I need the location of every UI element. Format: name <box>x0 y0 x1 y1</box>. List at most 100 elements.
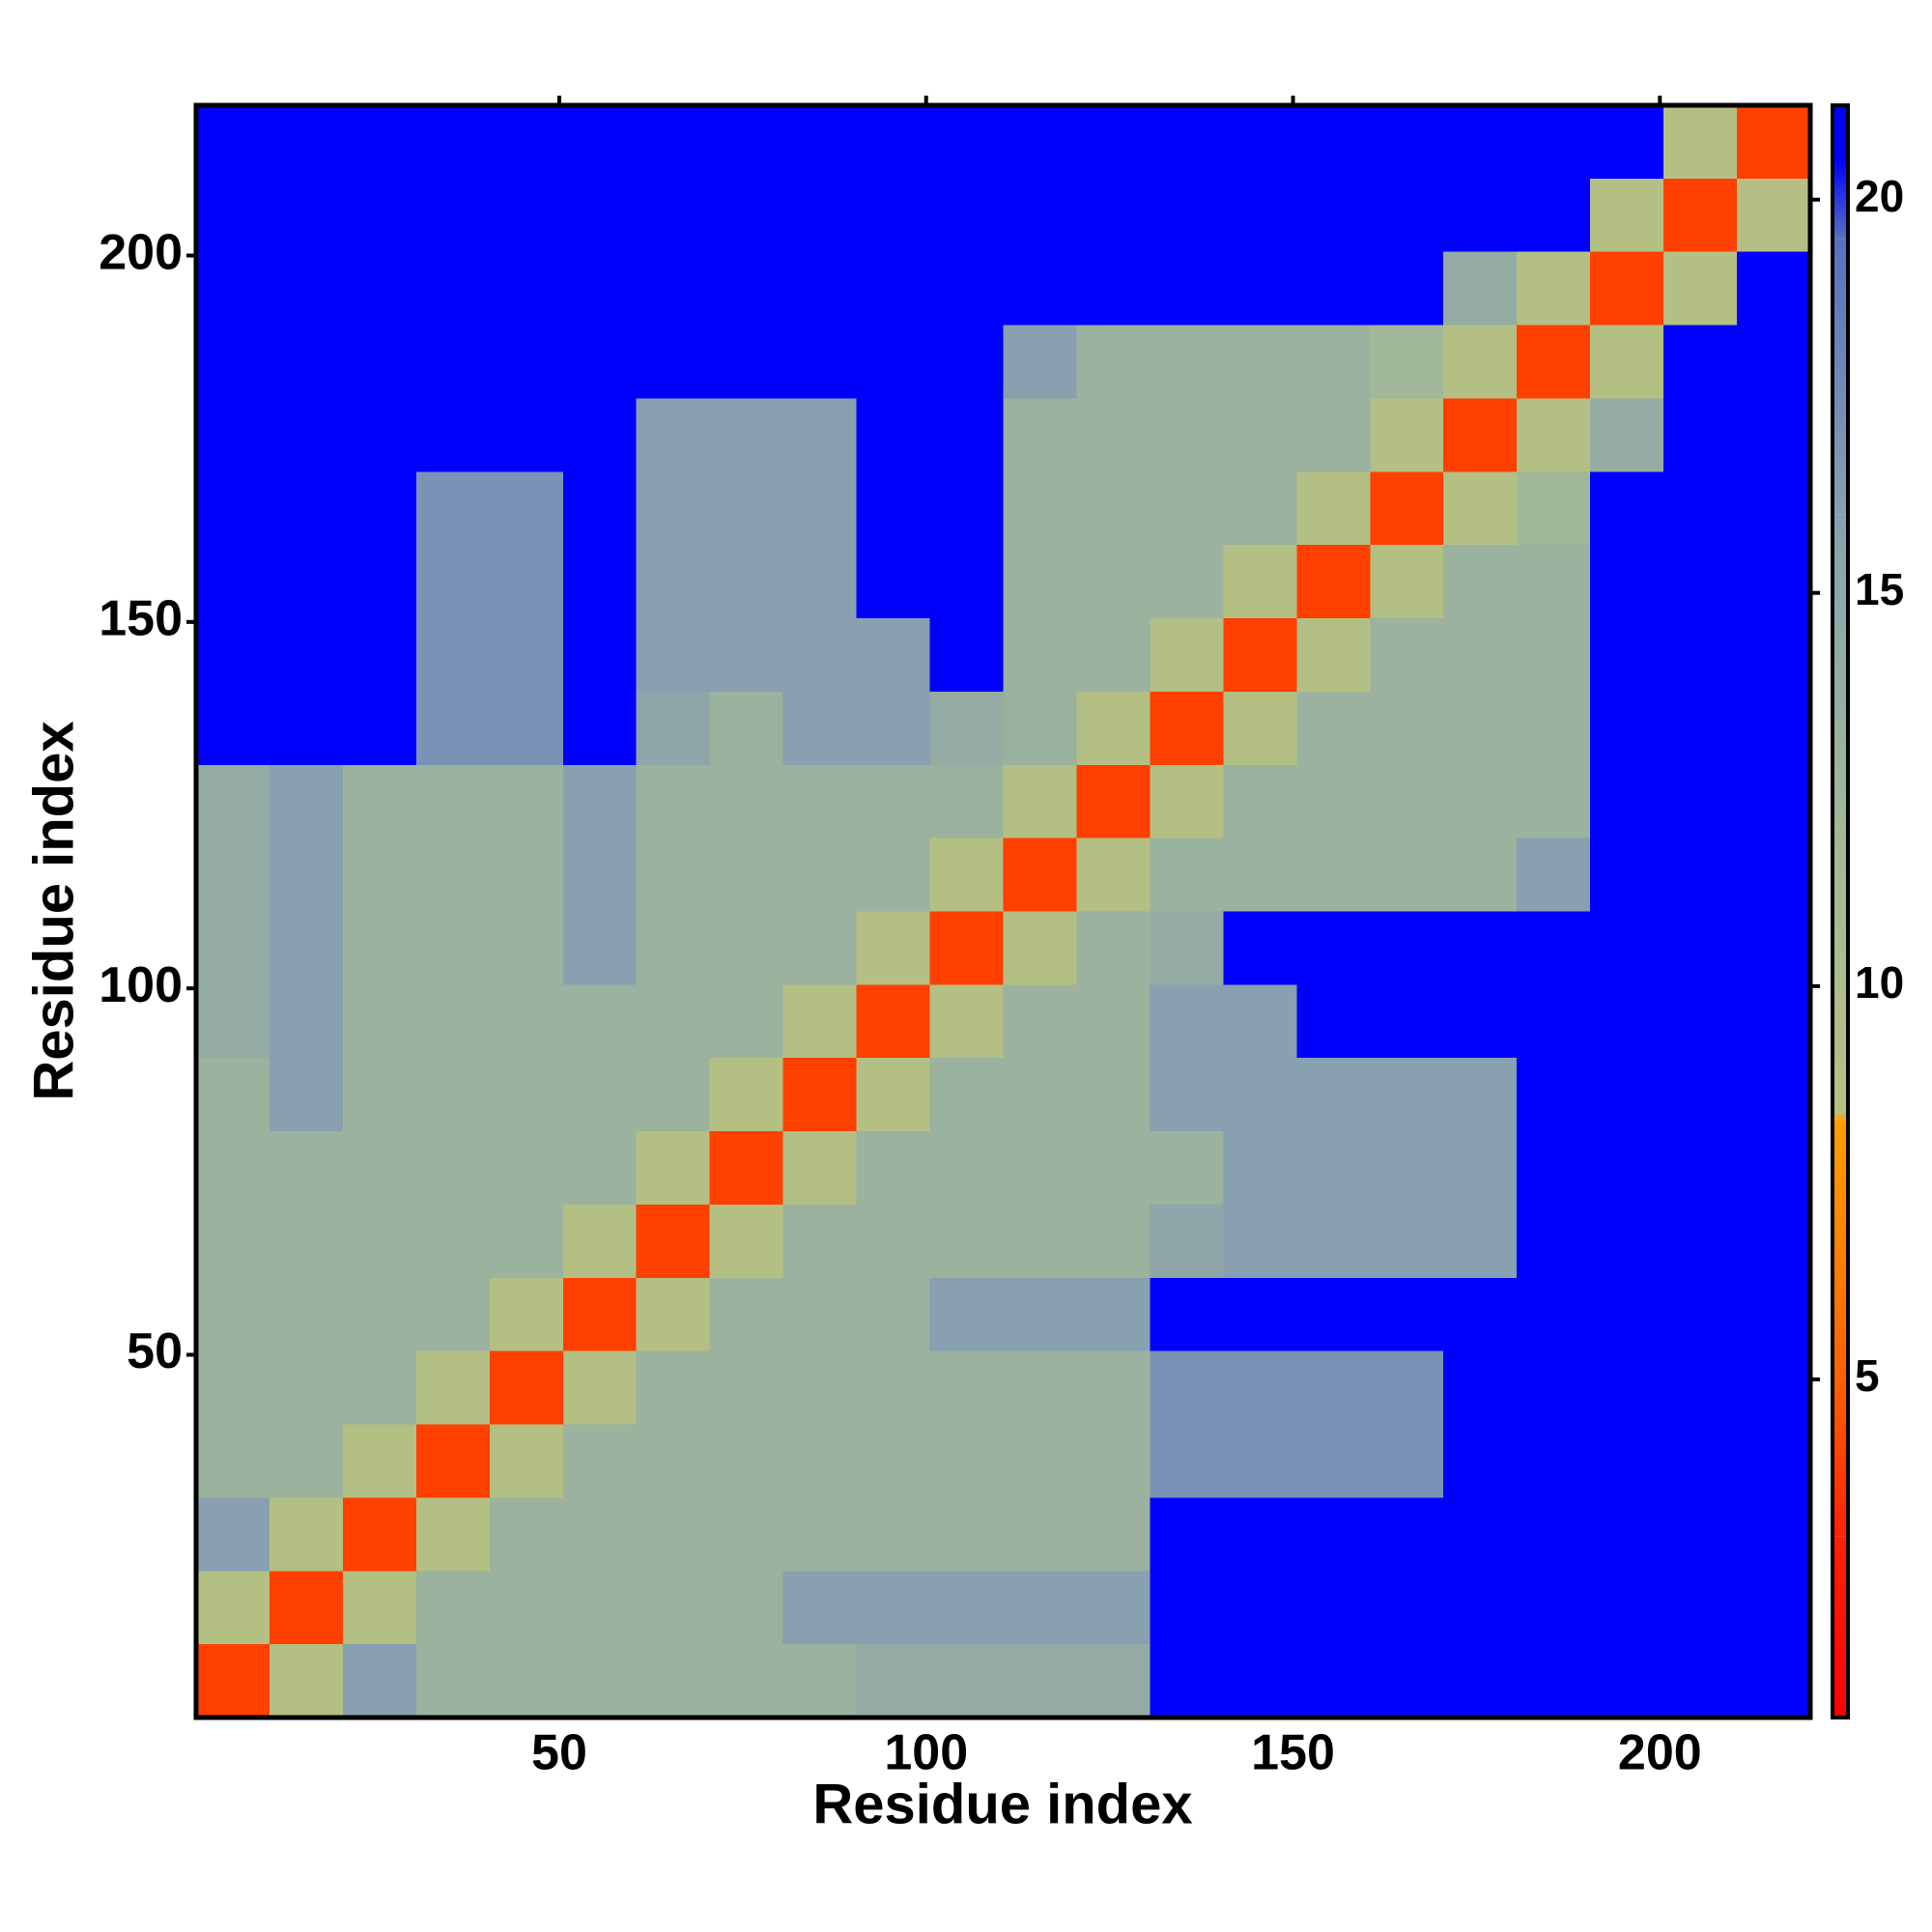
heatmap-cell <box>636 545 710 619</box>
heatmap-cell <box>1223 618 1297 692</box>
heatmap-cell <box>1150 838 1224 912</box>
heatmap-cell <box>1737 1424 1810 1498</box>
heatmap-cell <box>1003 1131 1077 1205</box>
heatmap-cell <box>636 1497 710 1572</box>
heatmap-cell <box>1296 1350 1371 1425</box>
heatmap-cell <box>1663 764 1738 838</box>
heatmap-cell <box>1296 911 1371 985</box>
heatmap-cell <box>1737 1350 1810 1425</box>
heatmap-cell <box>1517 1131 1591 1205</box>
y-tick-label: 100 <box>99 957 183 1013</box>
heatmap-cell <box>269 1277 343 1351</box>
heatmap-cell <box>636 1644 710 1718</box>
heatmap-cell <box>1737 691 1810 765</box>
heatmap-cell <box>709 691 783 765</box>
heatmap-cell <box>1663 251 1738 326</box>
heatmap-cell <box>1003 1204 1077 1278</box>
heatmap-cell <box>1737 618 1810 692</box>
heatmap-cell <box>415 105 490 179</box>
heatmap-cell <box>782 1350 857 1425</box>
heatmap-cell <box>342 1350 416 1425</box>
heatmap-cell <box>196 398 270 472</box>
heatmap-cell <box>342 1571 416 1645</box>
heatmap-cell <box>1150 1644 1224 1718</box>
heatmap-cell <box>562 1204 637 1278</box>
heatmap-cell <box>636 398 710 472</box>
heatmap-cell <box>1443 545 1518 619</box>
heatmap-cell <box>1003 1350 1077 1425</box>
heatmap-cell <box>1517 545 1591 619</box>
heatmap-cell <box>562 691 637 765</box>
heatmap-cell <box>1003 325 1077 399</box>
heatmap-cell <box>342 545 416 619</box>
heatmap-cell <box>489 1131 563 1205</box>
heatmap-cell <box>782 105 857 179</box>
heatmap-cell <box>1370 618 1444 692</box>
heatmap-cell <box>1223 1497 1297 1572</box>
heatmap-cell <box>929 1350 1004 1425</box>
heatmap-cell <box>856 1497 930 1572</box>
heatmap-cell <box>342 325 416 399</box>
heatmap-cell <box>929 1497 1004 1572</box>
heatmap-cell <box>1076 838 1151 912</box>
heatmap-cell <box>1076 545 1151 619</box>
heatmap-cell <box>1663 1058 1738 1132</box>
heatmap-cell <box>1296 1277 1371 1351</box>
y-tick-label: 200 <box>99 224 183 280</box>
heatmap-cell <box>929 178 1004 252</box>
heatmap-cell <box>1296 1424 1371 1498</box>
heatmap-cell <box>782 1058 857 1132</box>
heatmap-cell <box>489 764 563 838</box>
heatmap-cell <box>1296 545 1371 619</box>
heatmap-cell <box>342 178 416 252</box>
heatmap-cell <box>1076 325 1151 399</box>
heatmap-cell <box>1003 471 1077 546</box>
heatmap-cell <box>1370 1350 1444 1425</box>
heatmap-cell <box>1443 911 1518 985</box>
heatmap-cell <box>269 471 343 546</box>
heatmap-cell <box>269 984 343 1059</box>
heatmap-cell <box>1443 984 1518 1059</box>
heatmap-cell <box>1223 178 1297 252</box>
colorbar-frame <box>1831 103 1850 1719</box>
heatmap-cell <box>1737 1497 1810 1572</box>
heatmap-cell <box>1223 1571 1297 1645</box>
heatmap-cell <box>415 691 490 765</box>
heatmap-cell <box>1223 1131 1297 1205</box>
heatmap-cell <box>196 105 270 179</box>
heatmap-cell <box>269 1204 343 1278</box>
heatmap-cell <box>196 764 270 838</box>
heatmap-cell <box>1003 764 1077 838</box>
heatmap-cell <box>636 1350 710 1425</box>
heatmap-cell <box>636 1131 710 1205</box>
y-axis-title: Residue index <box>22 721 85 1100</box>
heatmap-cell <box>1737 545 1810 619</box>
heatmap-cell <box>1003 1497 1077 1572</box>
heatmap-cell <box>1517 105 1591 179</box>
heatmap-cell <box>929 1571 1004 1645</box>
heatmap-cell <box>1223 1350 1297 1425</box>
heatmap-cell <box>196 1571 270 1645</box>
heatmap-cell <box>1590 1277 1664 1351</box>
heatmap-cell <box>1443 1571 1518 1645</box>
heatmap-cell <box>562 471 637 546</box>
heatmap-cell <box>1150 1131 1224 1205</box>
heatmap-cell <box>562 764 637 838</box>
heatmap-cell <box>636 1204 710 1278</box>
heatmap-cell <box>1370 178 1444 252</box>
heatmap-cell <box>1443 1131 1518 1205</box>
heatmap-cell <box>415 764 490 838</box>
heatmap-cell <box>1663 1497 1738 1572</box>
heatmap-cell <box>196 1058 270 1132</box>
heatmap-cell <box>342 1131 416 1205</box>
heatmap-cell <box>1370 1424 1444 1498</box>
heatmap-cell <box>1590 1350 1664 1425</box>
heatmap-cell <box>1443 398 1518 472</box>
heatmap-cell <box>1517 1424 1591 1498</box>
heatmap-cell <box>1590 471 1664 546</box>
heatmap-cell <box>1296 325 1371 399</box>
heatmap-cell <box>1443 325 1518 399</box>
heatmap-cell <box>415 618 490 692</box>
heatmap-cell <box>1223 105 1297 179</box>
